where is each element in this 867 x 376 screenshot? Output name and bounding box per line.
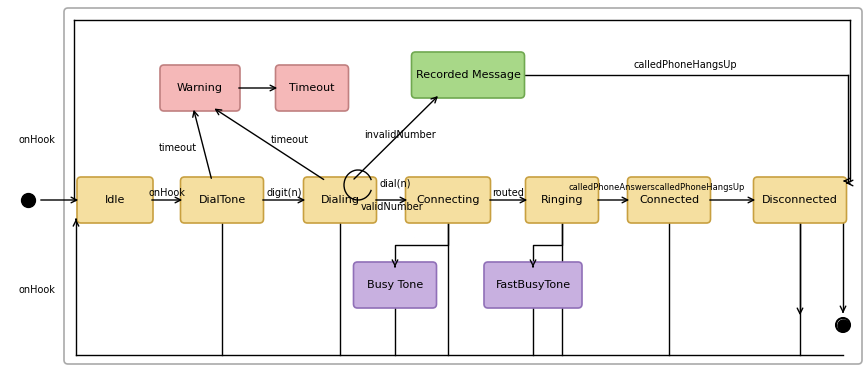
FancyBboxPatch shape — [276, 65, 349, 111]
Text: validNumber: validNumber — [361, 202, 423, 212]
Text: timeout: timeout — [271, 135, 309, 145]
Text: dial(n): dial(n) — [380, 178, 412, 188]
Text: Warning: Warning — [177, 83, 223, 93]
Text: calledPhoneHangsUp: calledPhoneHangsUp — [633, 60, 737, 70]
Text: Recorded Message: Recorded Message — [415, 70, 520, 80]
FancyBboxPatch shape — [525, 177, 598, 223]
Text: Dialing: Dialing — [321, 195, 360, 205]
Text: Connected: Connected — [639, 195, 699, 205]
FancyBboxPatch shape — [406, 177, 491, 223]
Text: Busy Tone: Busy Tone — [367, 280, 423, 290]
FancyBboxPatch shape — [354, 262, 436, 308]
Text: Disconnected: Disconnected — [762, 195, 838, 205]
FancyBboxPatch shape — [160, 65, 240, 111]
Text: invalidNumber: invalidNumber — [364, 130, 436, 140]
FancyBboxPatch shape — [180, 177, 264, 223]
Text: DialTone: DialTone — [199, 195, 245, 205]
Text: FastBusyTone: FastBusyTone — [495, 280, 570, 290]
FancyBboxPatch shape — [303, 177, 376, 223]
Text: calledPhoneAnswerscalledPhoneHangsUp: calledPhoneAnswerscalledPhoneHangsUp — [569, 183, 746, 193]
Text: timeout: timeout — [159, 143, 197, 153]
Text: onHook: onHook — [18, 135, 55, 145]
Text: Timeout: Timeout — [290, 83, 335, 93]
Text: routed: routed — [492, 188, 524, 198]
Text: onHook: onHook — [148, 188, 186, 198]
FancyBboxPatch shape — [412, 52, 525, 98]
FancyBboxPatch shape — [484, 262, 582, 308]
FancyBboxPatch shape — [753, 177, 846, 223]
FancyBboxPatch shape — [628, 177, 710, 223]
Text: Connecting: Connecting — [416, 195, 479, 205]
Text: digit(n): digit(n) — [266, 188, 302, 198]
FancyBboxPatch shape — [77, 177, 153, 223]
Text: Ringing: Ringing — [541, 195, 583, 205]
Text: onHook: onHook — [18, 285, 55, 295]
Text: Idle: Idle — [105, 195, 125, 205]
